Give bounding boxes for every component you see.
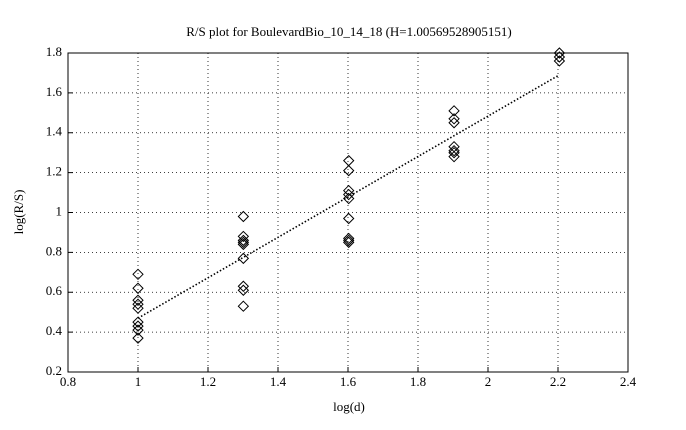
point [132,268,144,281]
point [448,150,460,163]
point [132,282,144,294]
point [342,184,355,197]
chart-title: R/S plot for BoulevardBio_10_14_18 (H=1.… [186,24,511,39]
point [342,192,355,205]
x-tick-label: 2 [485,374,492,389]
point [342,188,355,201]
point [448,113,460,125]
point [237,210,250,223]
point [448,117,460,129]
y-tick-label: 0.6 [46,283,63,298]
y-tick-label: 0.4 [46,323,63,338]
x-tick-label: 1.4 [270,374,287,389]
point [132,316,144,328]
y-tick-label: 0.2 [46,363,62,378]
point [237,230,250,243]
point [448,146,460,159]
plot-frame [67,52,629,373]
point [237,236,250,249]
point [237,300,250,312]
point [132,294,144,306]
point [448,144,460,157]
x-tick-label: 0.8 [60,374,76,389]
point [448,105,460,117]
y-tick-label: 1.2 [46,164,62,179]
y-tick-label: 0.8 [46,243,62,258]
point [342,212,355,225]
point [132,298,144,310]
point [132,324,144,336]
point [237,284,250,296]
y-axis-label: log(R/S) [11,190,26,235]
x-tick-label: 1 [135,374,142,389]
point [553,55,566,67]
point [342,234,355,247]
y-tick-label: 1.8 [46,44,62,59]
y-tick-label: 1 [56,203,63,218]
point [237,252,250,265]
x-axis-label: log(d) [333,399,365,414]
x-tick-label: 2.4 [620,374,637,389]
point [237,238,250,251]
point [237,280,250,292]
point [553,51,566,63]
fit-line [137,74,560,319]
point [132,332,144,344]
x-tick-label: 2.2 [550,374,566,389]
x-tick-label: 1.8 [410,374,426,389]
point [553,47,566,59]
x-tick-label: 1.6 [340,374,357,389]
point [237,234,250,247]
point [342,232,355,245]
point [132,320,144,332]
point [132,302,144,314]
point [342,236,355,249]
y-tick-label: 1.6 [46,84,63,99]
point [342,164,355,177]
y-tick-label: 1.4 [46,124,63,139]
x-tick-label: 1.2 [200,374,216,389]
